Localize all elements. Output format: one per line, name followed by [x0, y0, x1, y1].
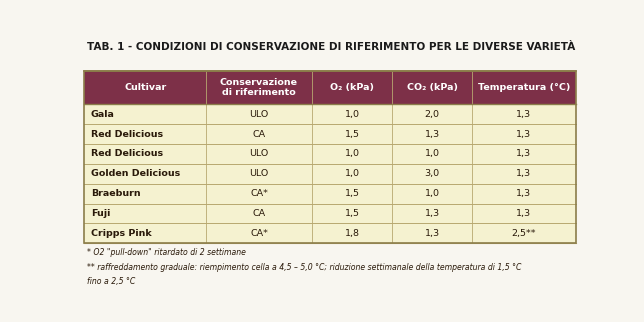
- Text: 1,0: 1,0: [345, 110, 359, 119]
- Text: 1,5: 1,5: [345, 189, 359, 198]
- Text: 1,3: 1,3: [516, 209, 531, 218]
- Text: 2,5**: 2,5**: [512, 229, 536, 238]
- Bar: [84, 104, 576, 124]
- Text: 1,0: 1,0: [424, 189, 440, 198]
- Text: ** raffreddamento graduale: riempimento cella a 4,5 – 5,0 °C; riduzione settiman: ** raffreddamento graduale: riempimento …: [87, 262, 522, 271]
- Text: TAB. 1 - CONDIZIONI DI CONSERVAZIONE DI RIFERIMENTO PER LE DIVERSE VARIETÀ: TAB. 1 - CONDIZIONI DI CONSERVAZIONE DI …: [87, 43, 575, 52]
- Text: CA*: CA*: [250, 229, 268, 238]
- Text: 1,0: 1,0: [345, 149, 359, 158]
- Text: 1,8: 1,8: [345, 229, 359, 238]
- Text: ULO: ULO: [249, 149, 269, 158]
- Text: 1,3: 1,3: [516, 149, 531, 158]
- Text: CA*: CA*: [250, 189, 268, 198]
- Text: Cripps Pink: Cripps Pink: [91, 229, 152, 238]
- Text: O₂ (kPa): O₂ (kPa): [330, 83, 374, 92]
- Text: 1,3: 1,3: [424, 229, 440, 238]
- Text: Red Delicious: Red Delicious: [91, 129, 163, 138]
- Text: CO₂ (kPa): CO₂ (kPa): [406, 83, 458, 92]
- Text: 1,3: 1,3: [424, 129, 440, 138]
- Text: 1,0: 1,0: [345, 169, 359, 178]
- Text: 1,3: 1,3: [516, 169, 531, 178]
- Text: 1,3: 1,3: [516, 189, 531, 198]
- Bar: [84, 71, 576, 243]
- Text: ULO: ULO: [249, 110, 269, 119]
- Text: 1,3: 1,3: [516, 110, 531, 119]
- Text: fino a 2,5 °C: fino a 2,5 °C: [87, 277, 135, 286]
- Bar: [84, 144, 576, 164]
- Text: Braeburn: Braeburn: [91, 189, 140, 198]
- Text: Temperatura (°C): Temperatura (°C): [478, 83, 570, 92]
- Bar: [84, 223, 576, 243]
- Text: Conservazione
di riferimento: Conservazione di riferimento: [220, 78, 298, 97]
- Text: 2,0: 2,0: [424, 110, 440, 119]
- Text: Red Delicious: Red Delicious: [91, 149, 163, 158]
- Text: 3,0: 3,0: [424, 169, 440, 178]
- Text: Fuji: Fuji: [91, 209, 110, 218]
- Text: Gala: Gala: [91, 110, 115, 119]
- Bar: [84, 124, 576, 144]
- Text: Cultivar: Cultivar: [124, 83, 166, 92]
- Text: 1,5: 1,5: [345, 129, 359, 138]
- Text: Golden Delicious: Golden Delicious: [91, 169, 180, 178]
- Text: 1,3: 1,3: [516, 129, 531, 138]
- Bar: [84, 184, 576, 204]
- Text: CA: CA: [252, 209, 265, 218]
- Text: 1,0: 1,0: [424, 149, 440, 158]
- Text: ULO: ULO: [249, 169, 269, 178]
- Bar: [84, 204, 576, 223]
- Bar: [84, 71, 576, 104]
- Text: 1,5: 1,5: [345, 209, 359, 218]
- Bar: [84, 164, 576, 184]
- Text: CA: CA: [252, 129, 265, 138]
- Text: 1,3: 1,3: [424, 209, 440, 218]
- Text: * O2 "pull-down" ritardato di 2 settimane: * O2 "pull-down" ritardato di 2 settiman…: [87, 248, 246, 257]
